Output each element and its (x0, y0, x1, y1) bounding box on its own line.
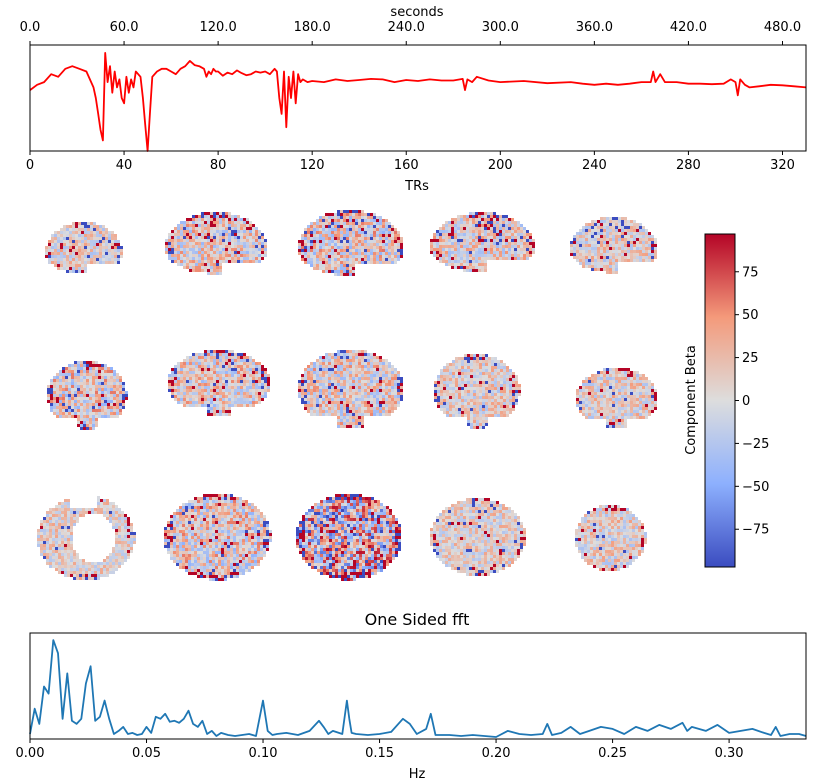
colorbar-tick-label: −50 (742, 480, 769, 495)
ts-bottom-tick-label: 320 (770, 158, 795, 173)
ts-bottom-tick-label: 200 (488, 158, 513, 173)
brain-slice-axial-2 (164, 494, 272, 581)
colorbar-tick-label: 25 (742, 351, 759, 366)
colorbar-tick-label: 50 (742, 308, 759, 323)
ts-top-tick-label: 120.0 (200, 20, 237, 35)
brain-slice-coronal-1 (47, 361, 128, 430)
brain-slice-axial-3 (296, 494, 401, 581)
brain-slice-sagittal-5 (570, 217, 657, 274)
colorbar-tick-label: −25 (742, 437, 769, 452)
ts-top-tick-label: 0.0 (20, 20, 41, 35)
colorbar-tick-label: 0 (742, 394, 750, 409)
ts-bottom-tick-label: 160 (394, 158, 419, 173)
ts-bottom-tick-label: 40 (116, 158, 133, 173)
colorbar (704, 233, 736, 568)
brain-slice-coronal-4 (434, 354, 521, 429)
brain-slice-sagittal-1 (45, 222, 123, 273)
ts-bottom-tick-label: 0 (26, 158, 34, 173)
ts-bottom-tick-label: 80 (210, 158, 227, 173)
ts-top-tick-label: 180.0 (294, 20, 331, 35)
ts-x-axis-label: TRs (404, 179, 429, 194)
ts-top-tick-label: 360.0 (576, 20, 613, 35)
brain-slice-coronal-5 (576, 368, 657, 428)
ts-top-axis-label: seconds (390, 5, 443, 20)
fft-x-axis-label: Hz (409, 767, 426, 782)
brain-slice-coronal-2 (168, 350, 270, 416)
ts-top-ticks: 0.0 60.0 120.0 180.0 240.0 300.0 360.0 420.0 480… (20, 20, 801, 45)
ts-bottom-ticks: 0 40 80 120 160 200 240 280 320 (26, 151, 795, 173)
fft-series-line (29, 639, 807, 738)
brain-slice-axial-1 (37, 496, 136, 580)
ts-bottom-tick-label: 240 (582, 158, 607, 173)
ts-bottom-tick-label: 120 (300, 158, 325, 173)
ts-top-tick-label: 480.0 (764, 20, 801, 35)
brain-slice-sagittal-4 (430, 212, 535, 272)
brain-slice-axial-5 (575, 505, 647, 571)
brain-slice-coronal-3 (298, 350, 403, 428)
brain-slice-axial-4 (430, 498, 526, 576)
fft-axes-frame (29, 632, 807, 740)
fft-tick-label: 0.05 (132, 746, 161, 761)
fft-title: One Sided fft (365, 610, 470, 629)
colorbar-tick-label: −75 (742, 523, 769, 538)
fft-tick-label: 0.10 (249, 746, 278, 761)
brain-slice-sagittal-3 (298, 210, 403, 276)
colorbar-tick-label: 75 (742, 265, 759, 280)
ts-top-tick-label: 420.0 (670, 20, 707, 35)
fft-tick-label: 0.30 (715, 746, 744, 761)
ts-top-tick-label: 240.0 (388, 20, 425, 35)
ts-bottom-tick-label: 280 (676, 158, 701, 173)
ts-top-tick-label: 300.0 (482, 20, 519, 35)
ts-series-line (29, 52, 807, 152)
fft-tick-label: 0.20 (482, 746, 511, 761)
component-map-grid (37, 210, 657, 581)
ts-top-tick-label: 60.0 (110, 20, 139, 35)
fft-tick-label: 0.15 (365, 746, 394, 761)
colorbar-ticks: 75 50 25 0 −25 −50 −75 (735, 265, 769, 538)
fft-ticks: 0.00 0.05 0.10 0.15 0.20 0.25 0.30 (16, 739, 744, 761)
colorbar-label: Component Beta (684, 345, 699, 455)
ts-axes-frame (29, 44, 807, 152)
fft-tick-label: 0.25 (598, 746, 627, 761)
brain-slice-sagittal-2 (165, 212, 267, 275)
fft-tick-label: 0.00 (16, 746, 45, 761)
